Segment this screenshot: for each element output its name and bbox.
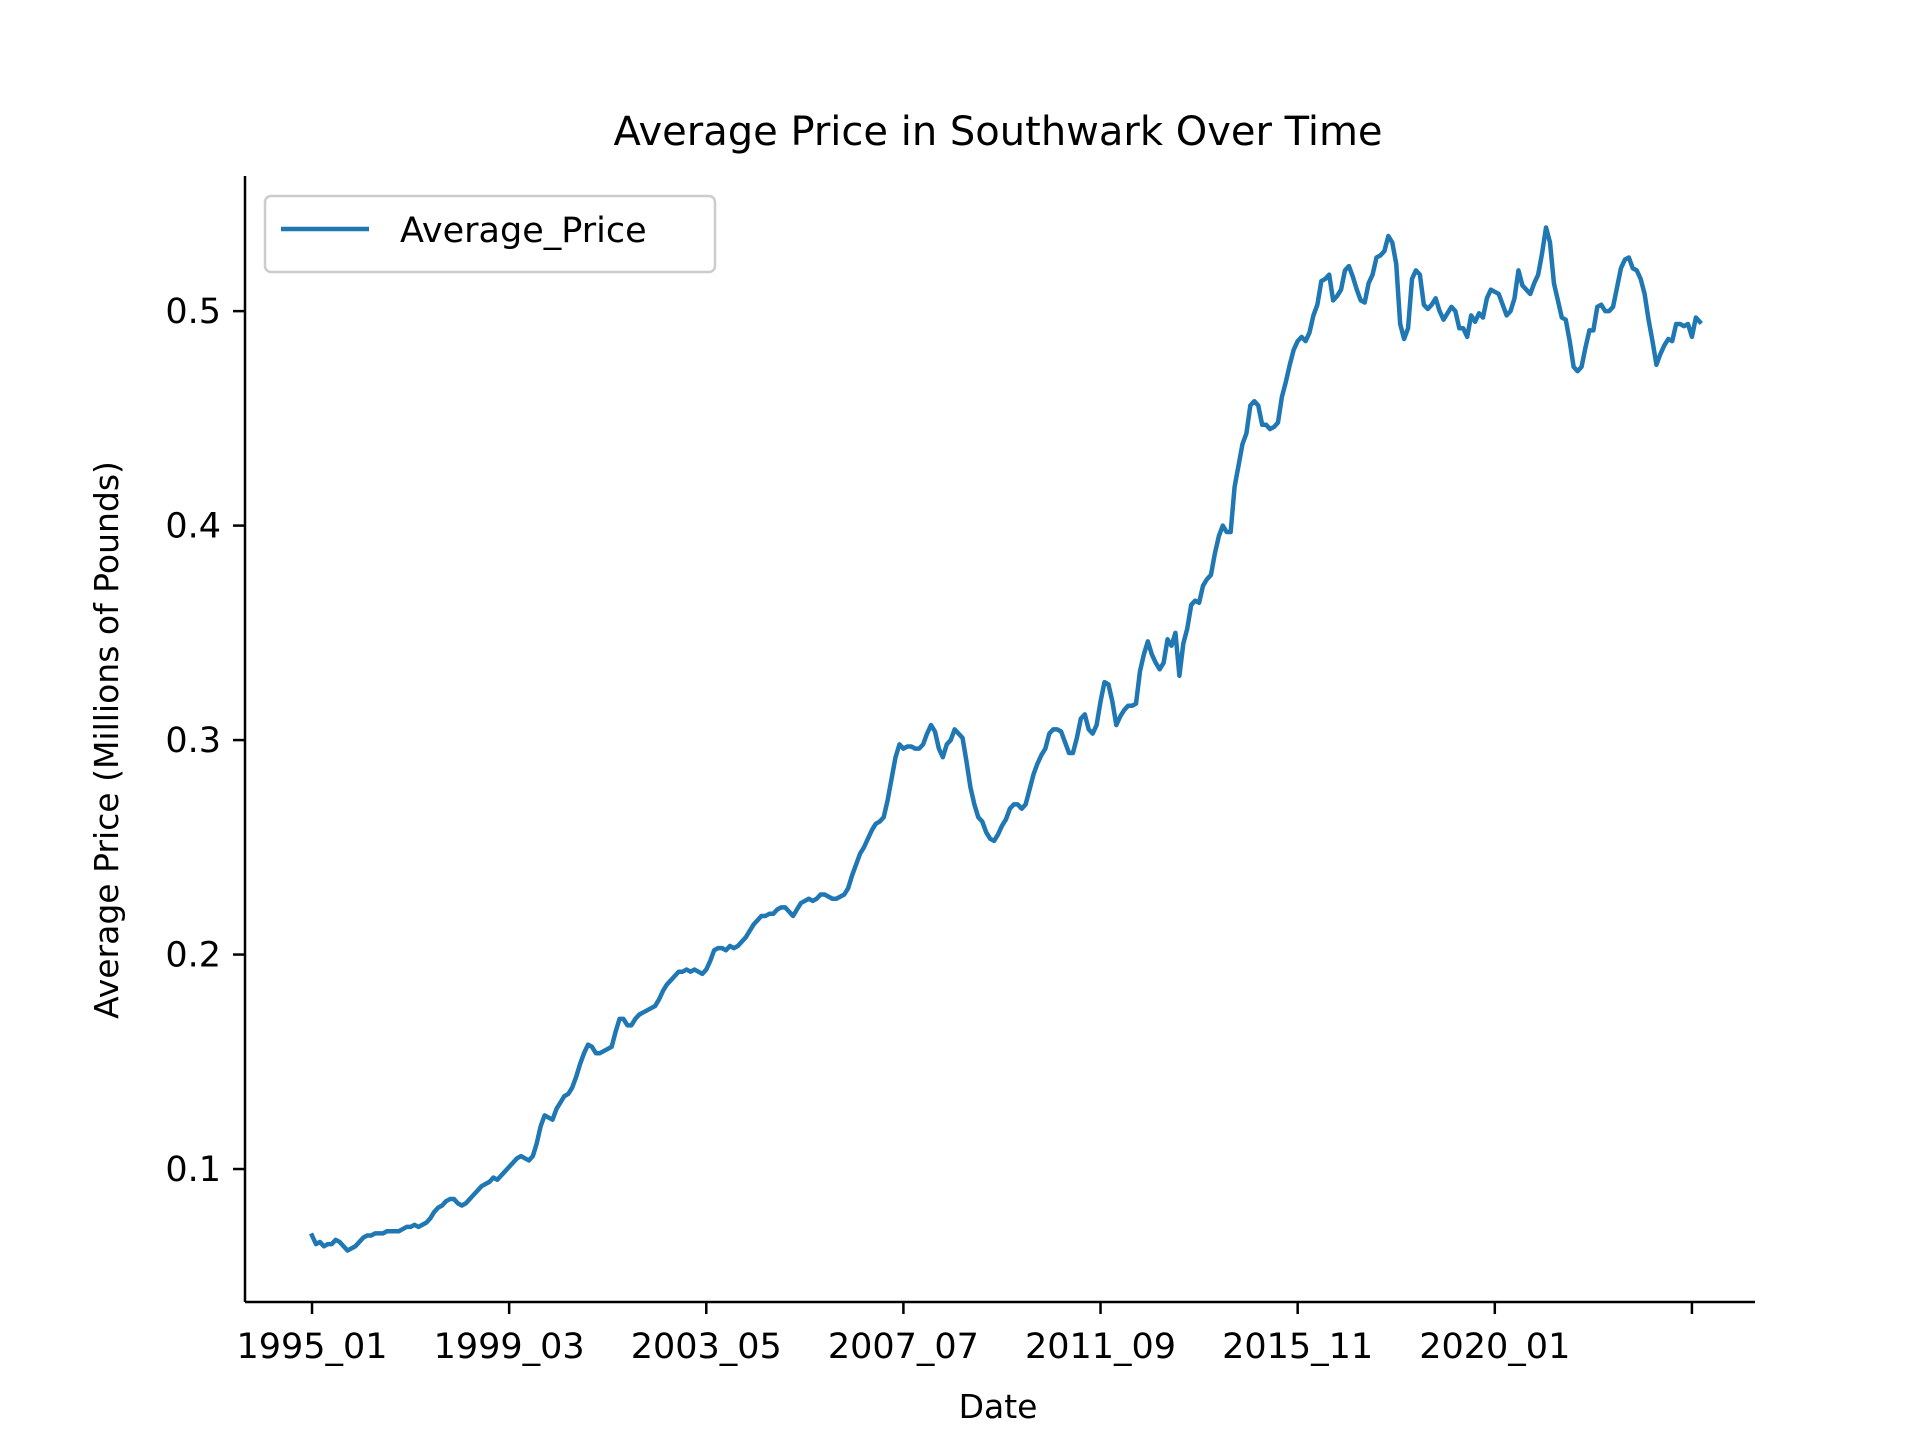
- series-line-average-price: [309, 225, 1703, 1253]
- series-layer: [309, 225, 1703, 1253]
- x-axis-ticks: 1995_01 1999_03 2003_05 2007_07 2011_09 2015_…: [236, 1302, 1694, 1367]
- legend-label-average-price: Average_Price: [400, 211, 647, 251]
- y-tick-label: 0.2: [165, 936, 221, 976]
- legend-frame: [263, 194, 717, 274]
- y-axis-ticks: 0.1 0.2 0.3 0.4 0.5: [165, 292, 245, 1190]
- y-tick-label: 0.4: [165, 507, 221, 547]
- x-tick-label: 1999_03: [434, 1327, 585, 1367]
- x-tick-label: 2011_09: [1025, 1327, 1176, 1367]
- x-axis-label: Date: [959, 1387, 1038, 1426]
- y-tick-label: 0.5: [165, 292, 221, 332]
- x-tick-label: 1995_01: [236, 1327, 387, 1367]
- legend: Average_Price: [263, 194, 717, 274]
- x-tick-label: 2020_01: [1419, 1327, 1570, 1367]
- y-axis-label: Average Price (Millions of Pounds): [87, 461, 126, 1019]
- x-tick-label: 2015_11: [1222, 1327, 1373, 1367]
- x-tick-label: 2003_05: [631, 1327, 782, 1367]
- chart-title: Average Price in Southwark Over Time: [613, 109, 1382, 155]
- y-tick-label: 0.1: [165, 1150, 221, 1190]
- y-tick-label: 0.3: [165, 721, 221, 761]
- x-tick-label: 2007_07: [828, 1327, 979, 1367]
